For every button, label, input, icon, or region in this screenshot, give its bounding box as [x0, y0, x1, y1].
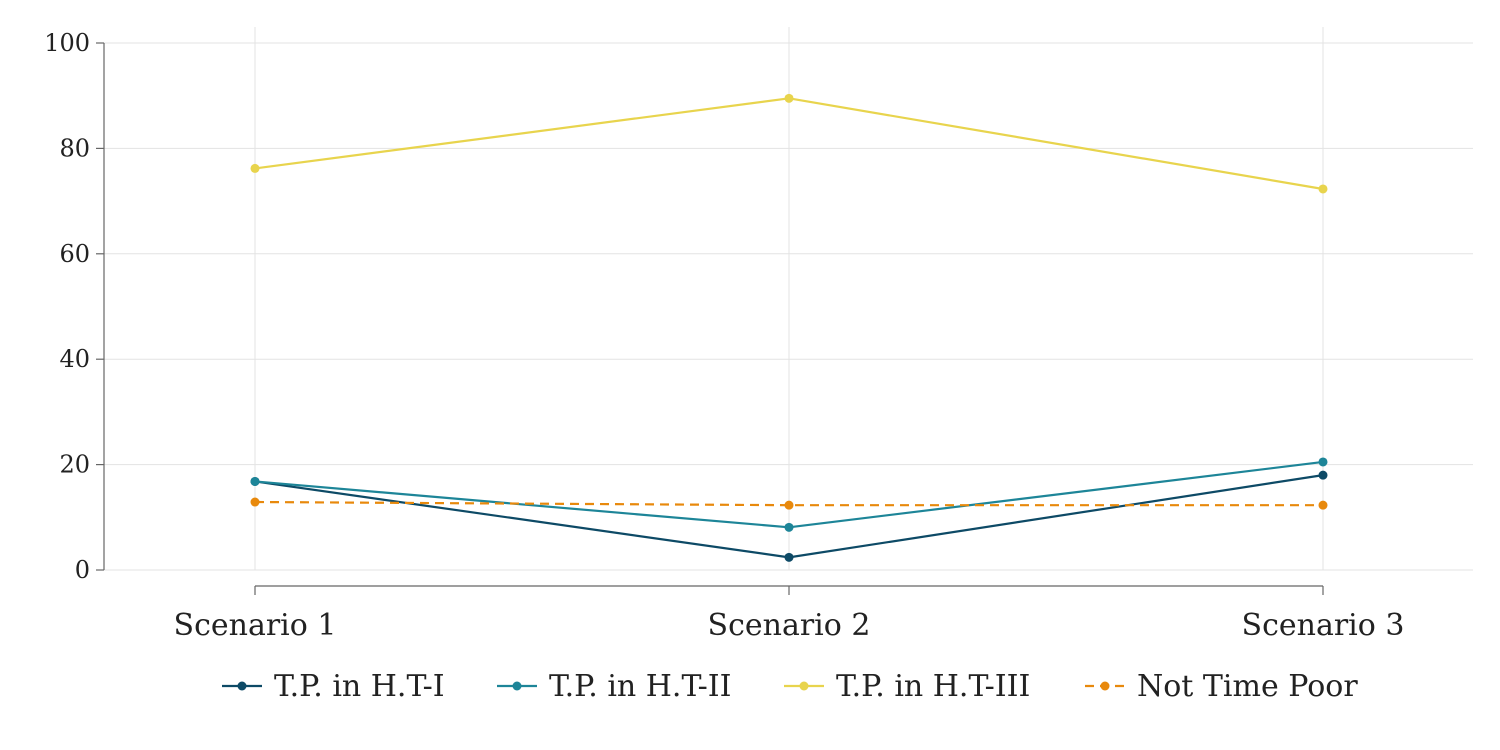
y-tick-label: 40 [59, 345, 90, 373]
x-tick-label: Scenario 1 [174, 608, 337, 643]
data-point [250, 497, 260, 507]
legend-label: Not Time Poor [1137, 669, 1358, 704]
y-tick-label: 100 [44, 29, 90, 57]
y-tick-label: 0 [75, 556, 90, 584]
legend-key-marker [512, 681, 522, 691]
y-tick-label: 60 [59, 240, 90, 268]
data-point [784, 500, 794, 510]
data-point [250, 476, 260, 486]
data-point [1318, 500, 1328, 510]
data-point [1318, 457, 1328, 467]
x-tick-label: Scenario 2 [708, 608, 871, 643]
y-tick-label: 20 [59, 451, 90, 479]
legend: T.P. in H.T-I T.P. in H.T-II T.P. in H.T-I… [222, 669, 1358, 704]
legend-key-marker [237, 681, 247, 691]
data-point [784, 552, 794, 562]
legend-key-marker [799, 681, 809, 691]
legend-label: T.P. in H.T-III [836, 669, 1030, 704]
series-line [254, 500, 1323, 507]
data-point [250, 163, 260, 173]
series-lines [250, 93, 1328, 562]
grid [104, 27, 1473, 571]
data-point [1318, 184, 1328, 194]
data-point [784, 522, 794, 532]
y-tick-label: 80 [59, 134, 90, 162]
axes: 0 20 40 60 80 100 Scenario 1 Scenario 2 Scenario… [44, 29, 1404, 643]
data-point [784, 93, 794, 103]
legend-key-marker [1100, 681, 1110, 691]
legend-label: T.P. in H.T-II [549, 669, 731, 704]
data-point [1318, 470, 1328, 480]
x-tick-label: Scenario 3 [1242, 608, 1405, 643]
legend-label: T.P. in H.T-I [274, 669, 445, 704]
